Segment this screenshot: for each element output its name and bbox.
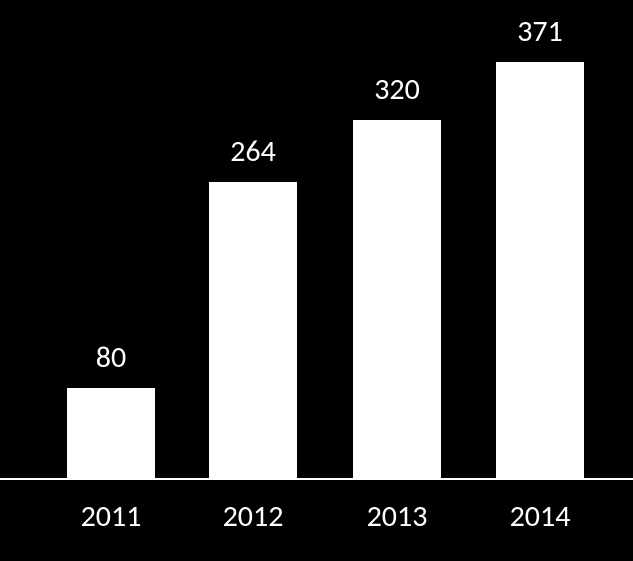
- x-axis-label: 2012: [223, 498, 284, 535]
- x-axis-label: 2011: [81, 498, 142, 535]
- bar-value-label: 371: [517, 13, 563, 50]
- x-axis-label: 2014: [510, 498, 571, 535]
- bar: [209, 182, 297, 478]
- x-axis-label: 2013: [367, 498, 428, 535]
- bar: [67, 388, 155, 478]
- bar-chart: 80 264 320 371 2011 2012 2013 2014: [0, 0, 633, 561]
- bar: [353, 120, 441, 478]
- bar-value-label: 264: [230, 133, 276, 170]
- bar-value-label: 80: [96, 339, 126, 376]
- x-axis-line: [0, 478, 633, 480]
- bar: [496, 62, 584, 478]
- plot-area: 80264320371: [0, 30, 633, 478]
- bar-value-label: 320: [374, 71, 420, 108]
- x-axis-labels: 2011 2012 2013 2014: [0, 498, 633, 561]
